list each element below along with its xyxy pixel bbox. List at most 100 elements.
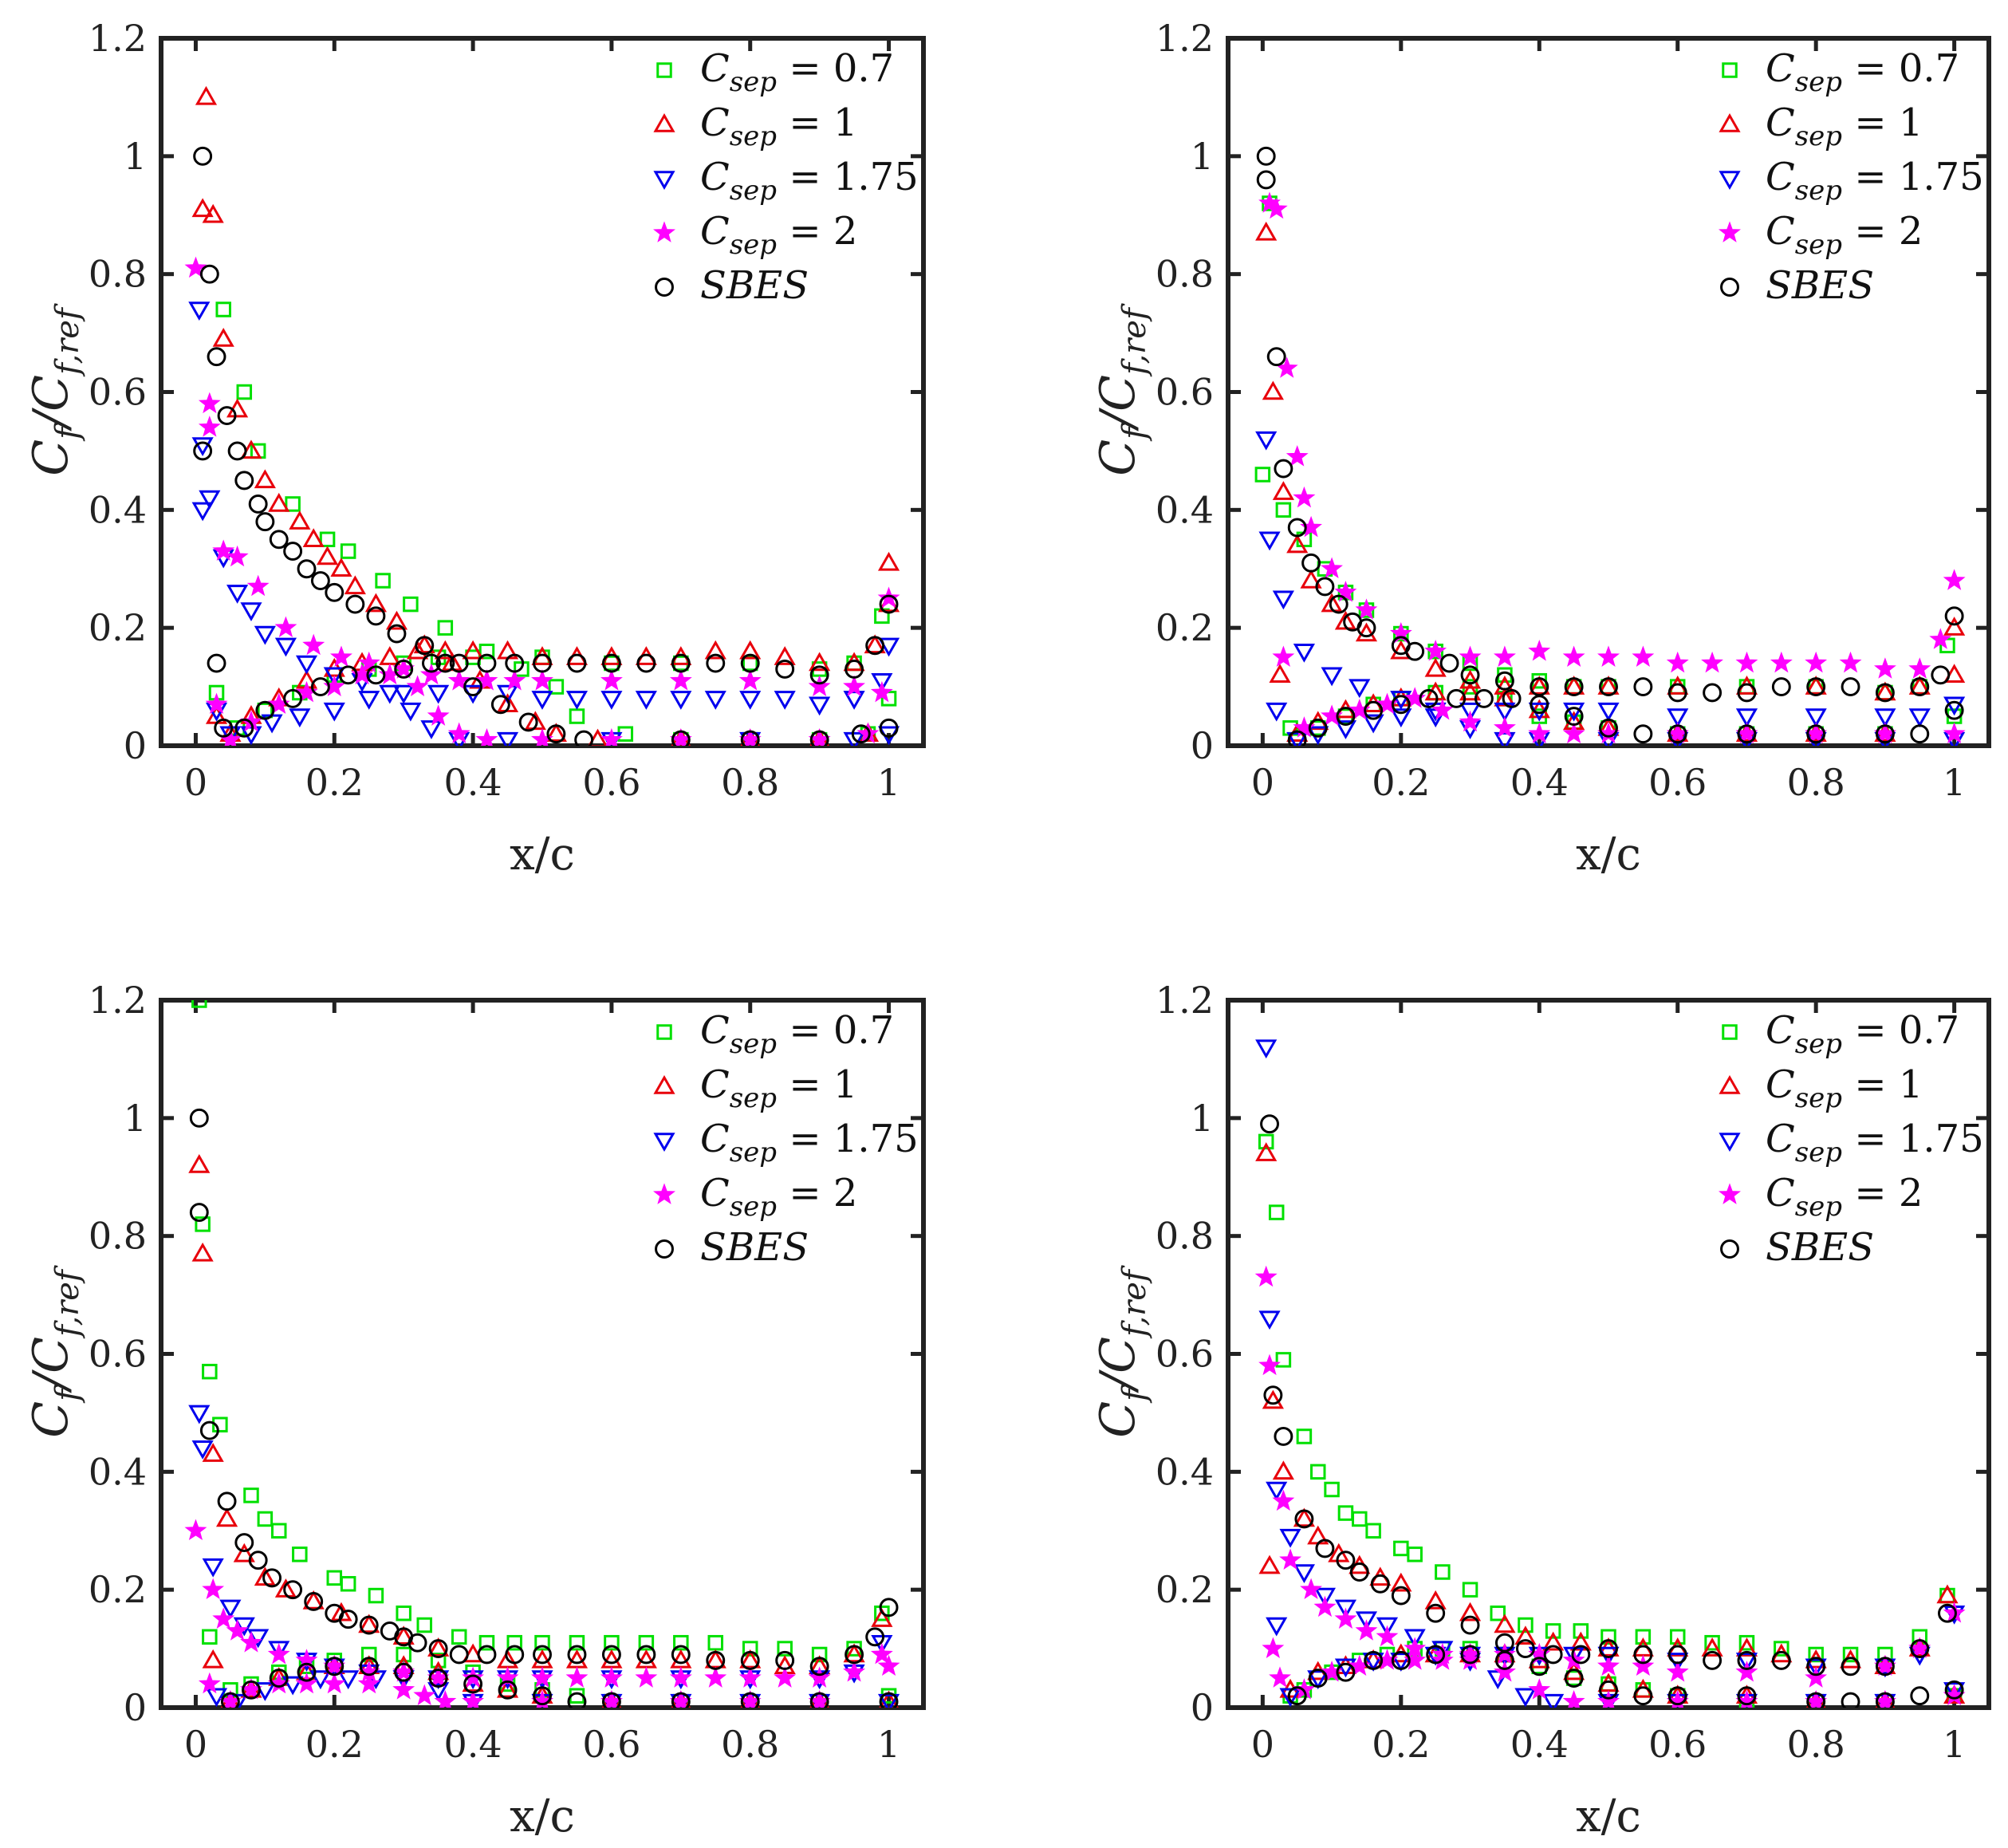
data-point — [1597, 645, 1620, 667]
data-point — [600, 691, 623, 710]
data-point — [254, 469, 276, 489]
data-point — [1321, 704, 1343, 726]
data-point — [323, 667, 345, 687]
data-point — [368, 1587, 384, 1604]
data-point — [1944, 606, 1964, 626]
data-point — [1667, 708, 1689, 728]
data-markers — [1254, 1039, 1966, 1708]
data-point — [503, 669, 526, 691]
data-point — [413, 1684, 436, 1706]
data-point — [191, 502, 214, 522]
data-point — [437, 620, 454, 636]
data-point — [1349, 1562, 1369, 1582]
data-point — [254, 1682, 276, 1701]
data-point — [546, 724, 566, 744]
data-point — [242, 1680, 261, 1700]
data-point — [248, 494, 268, 514]
data-point — [207, 653, 226, 673]
y-tick-label: 0 — [124, 1686, 147, 1729]
data-point — [1910, 724, 1930, 744]
legend-sub: sep — [1795, 175, 1842, 207]
data-point — [325, 582, 345, 602]
data-point — [1362, 714, 1384, 734]
data-point — [1459, 681, 1482, 701]
x-tick-label: 0.2 — [305, 1723, 364, 1766]
y-tick-label: 0.2 — [89, 1568, 147, 1611]
data-point — [1279, 1548, 1301, 1570]
data-point — [416, 1617, 433, 1633]
data-point — [600, 669, 623, 691]
data-point — [1266, 347, 1286, 367]
data-point — [774, 1666, 797, 1688]
legend-base: C — [1766, 155, 1795, 199]
data-point — [514, 661, 530, 677]
data-point — [310, 571, 330, 590]
data-point — [1309, 1464, 1326, 1480]
data-point — [268, 1641, 290, 1661]
x-tick-label: 0.2 — [1372, 1723, 1430, 1766]
data-point — [1336, 1551, 1356, 1570]
data-point — [214, 718, 234, 738]
data-point — [215, 301, 231, 317]
data-point — [233, 1617, 255, 1637]
data-point — [1272, 481, 1294, 500]
data-point — [1805, 1658, 1827, 1678]
y-tick-label: 0.2 — [1156, 1568, 1214, 1611]
data-point — [1770, 651, 1793, 673]
panel-4: 0 0.2 0.4 0.6 0.8 1 0 0.2 0.4 0.6 0.8 1 1.2 x/c Cf/Cf,… — [1090, 979, 1991, 1842]
data-point — [1258, 1353, 1281, 1376]
data-point — [302, 528, 325, 548]
legend-label: SBES — [700, 263, 809, 308]
data-point — [195, 1216, 211, 1232]
data-point — [811, 1646, 828, 1663]
y-tick-label: 0.4 — [1156, 488, 1214, 531]
data-point — [740, 1692, 760, 1708]
data-point — [219, 1599, 242, 1619]
data-point — [364, 593, 388, 613]
data-point — [1771, 677, 1791, 697]
legend-base: SBES — [700, 1225, 809, 1270]
data-point — [316, 546, 339, 565]
legend-label: SBES — [1766, 263, 1874, 308]
legend-marker — [1719, 1074, 1741, 1094]
data-point — [283, 1580, 303, 1600]
data-point — [226, 1619, 249, 1641]
data-point — [338, 1610, 358, 1629]
data-point — [427, 1682, 450, 1701]
data-point — [212, 1607, 235, 1629]
data-point — [392, 684, 415, 704]
data-point — [1839, 651, 1862, 673]
data-point — [574, 730, 594, 746]
data-point — [1514, 1688, 1537, 1708]
legend-sub: sep — [730, 120, 777, 152]
legend-marker — [1720, 1239, 1739, 1259]
data-point — [357, 1672, 380, 1694]
y-axis-label-sub: f,ref — [1116, 303, 1153, 377]
data-point — [462, 1666, 484, 1688]
data-point — [565, 691, 589, 710]
y-tick-label: 0.2 — [1156, 606, 1214, 649]
data-point — [1841, 677, 1860, 697]
data-point — [1929, 628, 1952, 649]
data-point — [297, 1662, 317, 1682]
data-point — [1269, 1666, 1291, 1688]
y-tick-label: 0.6 — [89, 371, 147, 414]
data-point — [1426, 1603, 1446, 1623]
legend-marker — [653, 1133, 675, 1153]
y-tick-label: 0.2 — [89, 606, 147, 649]
x-tick-label: 0.6 — [1648, 761, 1707, 804]
series-circle — [189, 1108, 899, 1708]
data-point — [1279, 1528, 1301, 1548]
data-point — [496, 1678, 519, 1698]
data-point — [879, 718, 899, 738]
data-point — [1294, 1509, 1314, 1529]
data-point — [188, 301, 211, 321]
data-point — [851, 724, 871, 744]
data-point — [879, 594, 899, 614]
data-point — [1260, 1114, 1279, 1134]
data-point — [1391, 695, 1411, 715]
data-point — [1348, 698, 1371, 720]
data-point — [1334, 581, 1357, 602]
